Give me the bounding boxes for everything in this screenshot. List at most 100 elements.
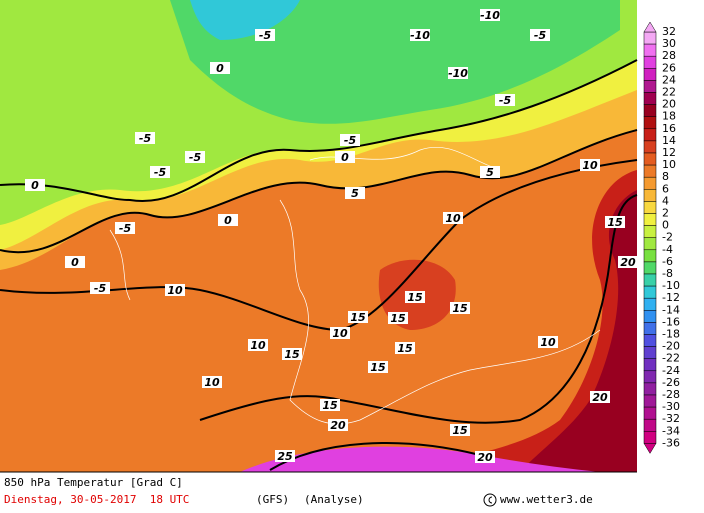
map-title: 850 hPa Temperatur [Grad C]	[4, 476, 183, 489]
contour-label: 15	[397, 342, 413, 355]
contour-label: 10	[540, 336, 556, 349]
legend-label: 28	[662, 49, 676, 62]
contour-label: 0	[341, 151, 349, 164]
legend-swatch	[643, 225, 657, 238]
legend-label: -14	[662, 303, 680, 316]
cool-field	[170, 0, 620, 124]
legend-swatch	[643, 237, 657, 251]
legend-label: -16	[662, 315, 680, 328]
legend-label: -2	[662, 231, 673, 244]
contour-label: 15	[452, 424, 468, 437]
label-box	[475, 451, 495, 463]
legend-swatch	[643, 68, 657, 81]
legend-label: -10	[662, 279, 680, 292]
legend-label: 4	[662, 194, 669, 207]
extreme-field	[240, 446, 600, 472]
legend-swatch	[643, 43, 657, 57]
contour-label: 10	[582, 159, 598, 172]
legend-cap-bottom	[643, 443, 657, 454]
legend-label: -4	[662, 243, 673, 256]
label-box	[368, 361, 388, 373]
label-box	[450, 302, 470, 314]
contour-label: 0	[216, 62, 224, 75]
legend-swatch	[643, 249, 657, 263]
contour-label: 15	[322, 399, 338, 412]
legend-swatch	[643, 128, 657, 142]
contour-label: 15	[607, 216, 623, 229]
copyright-icon	[483, 493, 497, 507]
contour-label: -10	[448, 67, 468, 80]
contour-label: 15	[350, 311, 366, 324]
legend-swatch	[643, 189, 657, 202]
contour-label: -10	[410, 29, 430, 42]
legend-label: 16	[662, 122, 676, 135]
label-box	[580, 159, 600, 171]
label-box	[443, 212, 463, 224]
contour-label: 15	[407, 291, 423, 304]
contour-labels: -10 -10 -10 -5 -5 -5 -5 -5 -5 -5 -5 -5 0 0 0 0 0 5 5 10 10 10…	[25, 9, 638, 464]
legend-label: -24	[662, 364, 680, 377]
contour-label: -5	[499, 94, 512, 107]
label-box	[90, 282, 110, 294]
contour-label: 10	[332, 327, 348, 340]
label-box	[405, 291, 425, 303]
contour-label: -5	[259, 29, 272, 42]
legend-label: -34	[662, 424, 680, 437]
label-box	[150, 166, 170, 178]
legend-swatch	[643, 164, 657, 178]
legend-label: 18	[662, 110, 676, 123]
contour-label: 0	[224, 214, 232, 227]
contour-label: 0	[31, 179, 39, 192]
legend-swatch	[643, 104, 657, 117]
contour-label: 20	[592, 391, 608, 404]
label-box	[275, 450, 295, 462]
label-box	[25, 179, 45, 191]
legend-swatch	[643, 116, 657, 130]
legend: 32302826242220181614121086420-2-4-6-8-10…	[643, 21, 680, 454]
legend-swatch	[643, 140, 657, 154]
legend-label: 32	[662, 25, 676, 38]
label-box	[480, 9, 500, 21]
legend-swatch	[643, 80, 657, 93]
legend-swatch	[643, 285, 657, 299]
legend-swatch	[643, 201, 657, 214]
date: Dienstag, 30-05-2017 18 UTC	[4, 493, 189, 506]
legend-swatch	[643, 92, 657, 105]
isotherms	[0, 59, 638, 471]
label-box	[450, 424, 470, 436]
legend-label: 20	[662, 98, 676, 111]
legend-swatch	[643, 334, 657, 347]
label-box	[618, 256, 638, 268]
contour-label: -5	[344, 134, 357, 147]
label-box	[65, 256, 85, 268]
label-box	[248, 339, 268, 351]
run: (Analyse)	[304, 493, 364, 506]
model: (GFS)	[256, 493, 289, 506]
label-box	[388, 312, 408, 324]
label-box	[282, 348, 302, 360]
legend-label: -36	[662, 436, 680, 449]
legend-swatch	[643, 55, 657, 69]
legend-label: -28	[662, 388, 680, 401]
label-box	[448, 67, 468, 79]
contour-label: 20	[330, 419, 346, 432]
contour-label: 20	[620, 256, 636, 269]
legend-swatch	[643, 297, 657, 311]
contour-label: -5	[534, 29, 547, 42]
legend-label: 14	[662, 134, 676, 147]
legend-label: 26	[662, 61, 676, 74]
contour-label: 10	[445, 212, 461, 225]
contour-label: -5	[94, 282, 107, 295]
label-box	[340, 134, 360, 146]
contour-label: 15	[284, 348, 300, 361]
legend-swatch	[643, 406, 657, 420]
label-box	[210, 62, 230, 74]
label-box	[538, 336, 558, 348]
legend-swatch	[643, 431, 657, 444]
label-box	[395, 342, 415, 354]
legend-swatch	[643, 152, 657, 166]
label-box	[335, 151, 355, 163]
contour-label: 15	[390, 312, 406, 325]
map-area	[0, 0, 638, 472]
legend-swatch	[643, 382, 657, 396]
